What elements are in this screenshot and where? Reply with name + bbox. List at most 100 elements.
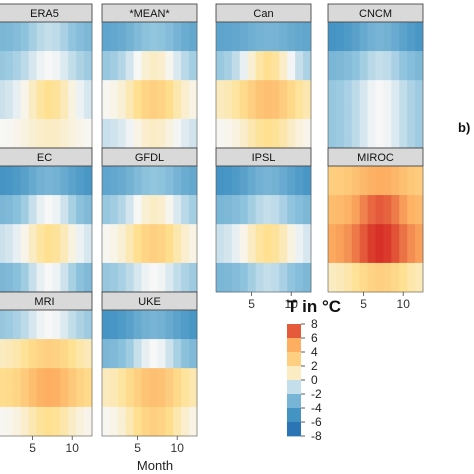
- heatmap-cell: [76, 22, 85, 33]
- heatmap-cell: [60, 138, 69, 149]
- heatmap-cell: [68, 41, 77, 52]
- heatmap-cell: [12, 368, 22, 379]
- heatmap-cell: [165, 118, 174, 130]
- heatmap-cell: [271, 128, 280, 139]
- heatmap-cell: [231, 60, 241, 71]
- heatmap-cell: [295, 262, 304, 274]
- heatmap-cell: [149, 195, 158, 206]
- heatmap-cell: [109, 377, 119, 388]
- heatmap-cell: [102, 70, 111, 81]
- heatmap-cell: [165, 128, 174, 139]
- heatmap-cell: [415, 99, 424, 110]
- heatmap-cell: [102, 348, 111, 359]
- heatmap-cell: [102, 282, 111, 293]
- heatmap-cell: [68, 60, 77, 71]
- heatmap-cell: [52, 348, 61, 359]
- heatmap-cell: [44, 310, 53, 321]
- heatmap-cell: [109, 262, 119, 274]
- heatmap-cell: [28, 22, 37, 33]
- heatmap-cell: [351, 89, 361, 100]
- heatmap-cell: [133, 272, 142, 283]
- heatmap-cell: [109, 272, 119, 283]
- heatmap-cell: [343, 128, 353, 139]
- heatmap-cell: [36, 233, 45, 244]
- heatmap-cell: [181, 41, 190, 52]
- heatmap-cell: [335, 175, 345, 186]
- heatmap-cell: [117, 214, 127, 225]
- heatmap-cell: [20, 118, 30, 130]
- panel-cncm: CNCM: [327, 3, 424, 149]
- heatmap-cell: [271, 138, 280, 149]
- heatmap-cell: [52, 214, 61, 225]
- heatmap-cell: [44, 99, 53, 110]
- heatmap-cell: [165, 80, 174, 91]
- heatmap-cell: [181, 89, 190, 100]
- heatmap-cell: [149, 89, 158, 100]
- heatmap-cell: [367, 166, 376, 177]
- heatmap-cell: [165, 233, 174, 244]
- heatmap-cell: [84, 99, 93, 110]
- heatmap-cell: [216, 109, 225, 120]
- heatmap-cell: [36, 426, 45, 437]
- heatmap-cell: [255, 224, 264, 235]
- heatmap-cell: [351, 80, 361, 91]
- heatmap-cell: [157, 89, 166, 100]
- heatmap-cell: [68, 368, 77, 379]
- heatmap-cell: [68, 253, 77, 264]
- heatmap-cell: [102, 22, 111, 33]
- heatmap-cell: [4, 358, 14, 369]
- heatmap-cell: [303, 282, 312, 293]
- heatmap-cell: [189, 348, 198, 359]
- heatmap-cell: [125, 319, 135, 330]
- heatmap-cell: [52, 51, 61, 62]
- heatmap-cell: [367, 243, 376, 254]
- heatmap-cell: [76, 51, 85, 62]
- heatmap-cell: [359, 262, 368, 274]
- heatmap-cell: [102, 128, 111, 139]
- heatmap-cell: [391, 262, 400, 274]
- heatmap-cell: [375, 282, 384, 293]
- heatmap-cell: [109, 214, 119, 225]
- heatmap-cell: [102, 175, 111, 186]
- heatmap-cell: [52, 233, 61, 244]
- heatmap-cell: [125, 99, 135, 110]
- heatmap-cell: [20, 185, 30, 196]
- heatmap-cell: [165, 166, 174, 177]
- heatmap-cell: [84, 118, 93, 130]
- heatmap-cell: [189, 175, 198, 186]
- heatmap-cell: [173, 262, 182, 274]
- heatmap-cell: [343, 60, 353, 71]
- heatmap-cell: [375, 70, 384, 81]
- heatmap-cell: [367, 262, 376, 274]
- heatmap-cell: [157, 339, 166, 350]
- heatmap-cell: [295, 233, 304, 244]
- heatmap-cell: [60, 41, 69, 52]
- heatmap-cell: [117, 253, 127, 264]
- heatmap-cell: [149, 185, 158, 196]
- heatmap-cell: [216, 41, 225, 52]
- heatmap-cell: [133, 128, 142, 139]
- heatmap-cell: [263, 60, 272, 71]
- heatmap-cell: [0, 118, 6, 130]
- heatmap-cell: [68, 397, 77, 408]
- heatmap-cell: [0, 262, 6, 274]
- heatmap-cell: [117, 406, 127, 418]
- heatmap-cell: [52, 138, 61, 149]
- heatmap-cell: [335, 22, 345, 33]
- heatmap-cell: [4, 185, 14, 196]
- heatmap-cell: [189, 224, 198, 235]
- heatmap-cell: [407, 272, 416, 283]
- heatmap-cell: [181, 329, 190, 340]
- heatmap-cell: [52, 310, 61, 321]
- heatmap-cell: [76, 70, 85, 81]
- heatmap-cell: [0, 233, 6, 244]
- heatmap-cell: [12, 195, 22, 206]
- heatmap-cell: [359, 118, 368, 130]
- heatmap-cell: [141, 262, 150, 274]
- heatmap-cell: [239, 31, 249, 42]
- heatmap-cell: [328, 272, 337, 283]
- heatmap-cell: [263, 41, 272, 52]
- heatmap-cell: [28, 195, 37, 206]
- heatmap-cell: [343, 31, 353, 42]
